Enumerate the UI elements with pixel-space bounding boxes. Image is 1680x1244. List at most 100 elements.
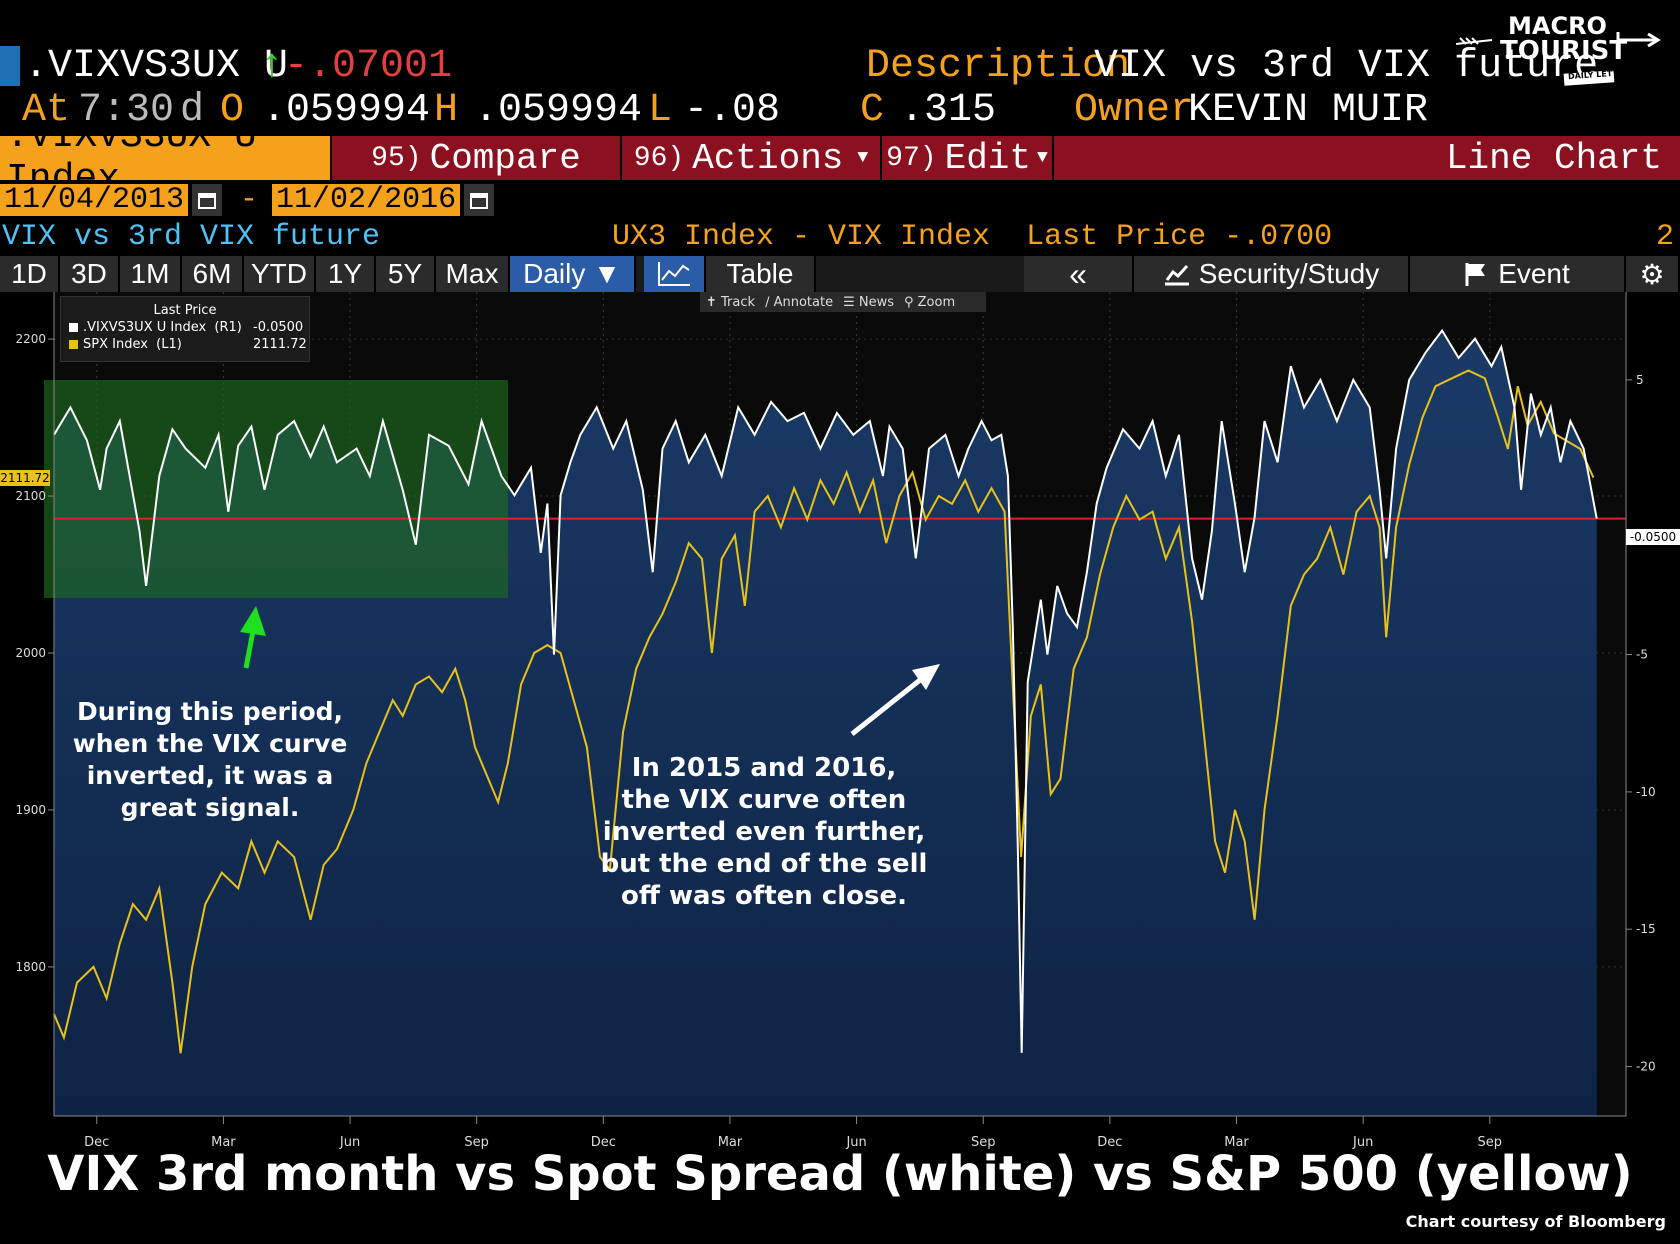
compare-num: 95) [371, 142, 422, 174]
chart-caption: VIX 3rd month vs Spot Spread (white) vs … [47, 1146, 1633, 1202]
security-study-icon [1164, 264, 1189, 286]
compare-label: Compare [429, 137, 581, 179]
owner-value: KEVIN MUIR [1188, 88, 1429, 133]
tab-daily[interactable]: Daily ▼ [510, 256, 636, 292]
x-tick-month-label: Jun [845, 1135, 866, 1150]
tab-table[interactable]: Table [706, 256, 816, 292]
news-button[interactable]: ☰ News [843, 294, 894, 310]
legend-row1-value: -0.0500 [253, 320, 304, 335]
event-button[interactable]: Event [1410, 256, 1626, 292]
legend-row2-value: 2111.72 [253, 337, 307, 352]
tab-max[interactable]: Max [436, 256, 510, 292]
highlight-period-box [44, 380, 508, 598]
annotate-label: Annotate [773, 294, 834, 310]
x-tick-month-label: Mar [718, 1135, 743, 1150]
right-axis-tick-label: -10 [1636, 785, 1656, 799]
track-button[interactable]: ✝ Track [706, 294, 756, 310]
actions-button[interactable]: 96) Actions ▼ [620, 136, 880, 180]
x-tick-month-label: Sep [464, 1135, 489, 1150]
d-label: d [180, 88, 205, 133]
ticker: .VIXVS3UX U [24, 44, 289, 89]
end-calendar-icon[interactable] [464, 184, 495, 216]
start-calendar-icon[interactable] [192, 184, 223, 216]
legend-row1-label: .VIXVS3UX U Index (R1) [83, 320, 242, 335]
logo-graphic [1455, 32, 1661, 86]
open-label: O [220, 88, 245, 133]
end-date-input[interactable]: 11/02/2016 [272, 183, 461, 217]
x-tick-month-label: Jun [339, 1135, 360, 1150]
settings-gear-icon[interactable]: ⚙ [1626, 256, 1680, 292]
center-annotation: In 2015 and 2016, the VIX curve often in… [584, 752, 944, 912]
description-value: VIX vs 3rd VIX future [1094, 44, 1599, 89]
ticker-marker [0, 46, 20, 86]
left-axis-tick-label: 2200 [15, 332, 46, 346]
close-label: C [860, 88, 885, 133]
zoom-label: Zoom [917, 294, 956, 310]
x-tick-month-label: Jun [1352, 1135, 1373, 1150]
low-label: L [648, 88, 673, 133]
tab-ytd[interactable]: YTD [244, 256, 316, 292]
tab-3d[interactable]: 3D [60, 256, 120, 292]
header-row-1: .VIXVS3UX U ↑-.07001 Description VIX vs … [0, 44, 1680, 92]
chart-type-label[interactable]: Line Chart [1052, 136, 1680, 180]
tab-1d[interactable]: 1D [0, 256, 60, 292]
subtitle-center: UX3 Index - VIX Index Last Price -.0700 [612, 220, 1333, 254]
x-tick-year-label: 2015 [822, 1151, 855, 1152]
center-annotation-line: In 2015 and 2016, [631, 753, 897, 783]
collapse-button[interactable]: « [1024, 256, 1134, 292]
logo-line2: TOURIST [1500, 36, 1628, 66]
start-date-input[interactable]: 11/04/2013 [0, 183, 189, 217]
at-time: 7:30 [78, 88, 175, 133]
annotate-button[interactable]: ∕ Annotate [765, 294, 834, 310]
close-value: .315 [900, 88, 997, 133]
line-chart-icon[interactable] [644, 256, 706, 292]
low-value: -.08 [684, 88, 781, 133]
legend-swatch-white [69, 323, 78, 332]
x-tick-month-label: Dec [591, 1135, 616, 1150]
security-study-button[interactable]: Security/Study [1134, 256, 1410, 292]
right-axis-tick-label: -5 [1636, 648, 1648, 662]
date-dash: - [240, 183, 259, 217]
chart-legend: Last Price .VIXVS3UX U Index (R1) -0.050… [60, 296, 310, 362]
right-axis-tick-label: 5 [1636, 373, 1644, 387]
date-range: 11/04/2013 - 11/02/2016 [0, 182, 498, 218]
index-field[interactable]: .VIXVS3UX U Index [0, 115, 330, 201]
left-annotation-line: inverted, it was a [86, 761, 334, 790]
tab-5y[interactable]: 5Y [376, 256, 436, 292]
tab-bar: 1D 3D 1M 6M YTD 1Y 5Y Max Daily ▼ Table … [0, 256, 1680, 292]
edit-button[interactable]: 97) Edit ▼ [880, 136, 1052, 180]
green-arrow-icon [240, 606, 266, 669]
legend-row2-label: SPX Index (L1) [83, 337, 182, 352]
zoom-button[interactable]: ⚲ Zoom [904, 294, 956, 310]
x-tick-year-label: 2016 [1329, 1151, 1362, 1152]
tab-6m[interactable]: 6M [182, 256, 244, 292]
left-axis-tick-label: 1900 [15, 803, 46, 817]
center-annotation-line: but the end of the sell [600, 849, 928, 879]
compare-button[interactable]: 95) Compare [330, 136, 620, 180]
left-axis-tick-label: 1800 [15, 960, 46, 974]
edit-num: 97) [886, 142, 937, 174]
left-axis-tick-label: 2100 [15, 489, 46, 503]
subtitle-right: 2 [1656, 220, 1675, 254]
chart-mini-toolbar: ✝ Track ∕ Annotate ☰ News ⚲ Zoom [700, 292, 986, 312]
security-study-label: Security/Study [1198, 258, 1380, 289]
x-tick-year-label: 2014 [315, 1151, 348, 1152]
actions-num: 96) [633, 142, 685, 174]
change-arrow-color: ↑-.07001 [260, 44, 286, 89]
left-annotation: During this period, when the VIX curve i… [40, 696, 380, 824]
price-change: ↑-.07001 [260, 44, 453, 89]
x-tick-month-label: Mar [211, 1135, 236, 1150]
at-label: At [22, 88, 71, 133]
news-label: News [858, 294, 894, 310]
right-axis-tick-label: -15 [1636, 922, 1656, 936]
center-annotation-line: inverted even further, [602, 817, 926, 847]
flag-icon [1465, 263, 1486, 286]
center-annotation-line: the VIX curve often [621, 785, 907, 815]
tab-1y[interactable]: 1Y [316, 256, 376, 292]
x-tick-month-label: Sep [971, 1135, 996, 1150]
event-label: Event [1498, 258, 1570, 289]
x-tick-year-label: 2013 [62, 1151, 95, 1152]
owner-label: Owner [1074, 88, 1195, 133]
tab-1m[interactable]: 1M [120, 256, 182, 292]
